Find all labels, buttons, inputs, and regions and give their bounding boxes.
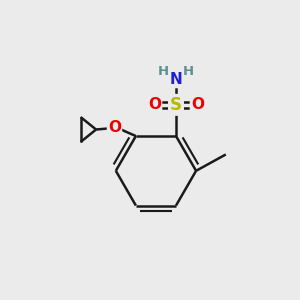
Text: H: H: [158, 65, 169, 78]
Text: N: N: [169, 72, 182, 87]
Text: O: O: [191, 97, 204, 112]
Text: O: O: [108, 120, 121, 135]
Text: S: S: [170, 96, 182, 114]
Text: O: O: [148, 97, 161, 112]
Text: H: H: [183, 65, 194, 78]
